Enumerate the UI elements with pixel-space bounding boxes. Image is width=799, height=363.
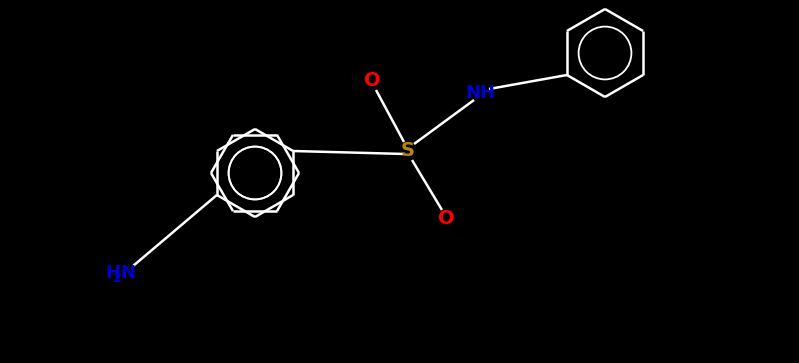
Text: H: H <box>105 264 120 282</box>
Text: 2: 2 <box>113 272 122 285</box>
Text: O: O <box>438 209 455 228</box>
Text: S: S <box>401 142 415 160</box>
Text: NH: NH <box>465 84 495 102</box>
Text: O: O <box>364 72 380 90</box>
Text: N: N <box>121 264 136 282</box>
